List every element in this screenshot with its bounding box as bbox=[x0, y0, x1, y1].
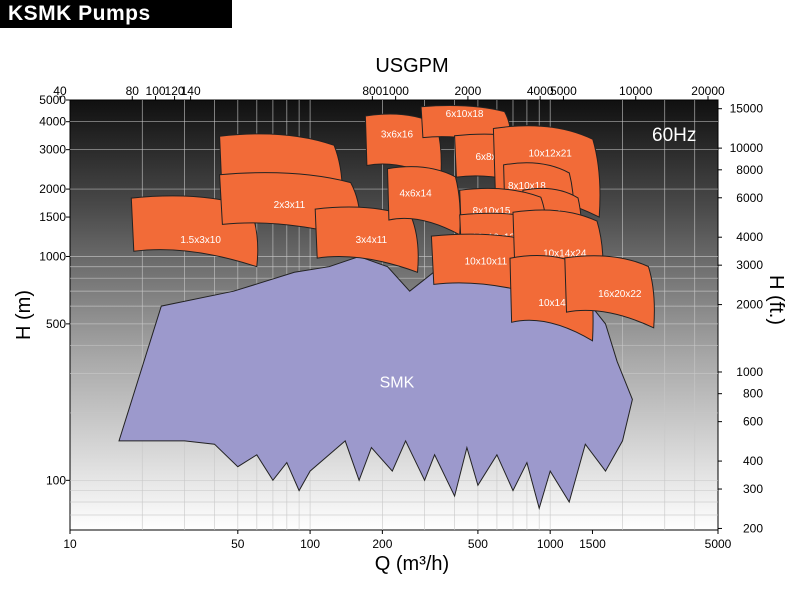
top-tick-label: 1000 bbox=[382, 84, 409, 98]
pump-curve-label-3x4x11: 3x4x11 bbox=[356, 235, 388, 246]
right-tick-label: 400 bbox=[743, 454, 763, 468]
pump-curve-label-16x20x22: 16x20x22 bbox=[598, 289, 642, 300]
pump-curve-label-3x6x16: 3x6x16 bbox=[381, 129, 414, 140]
y-axis-label-right: H (ft.) bbox=[765, 275, 787, 325]
pump-curve-label-10x14x24: 10x14x24 bbox=[543, 248, 587, 259]
right-tick-labels: 200 300 400 600 800 1000 2000 3000 4000 6000 8000 1… bbox=[718, 102, 764, 535]
pump-curve-label-6x10x18: 6x10x18 bbox=[446, 109, 484, 120]
envelope-area-smk bbox=[118, 255, 633, 511]
top-tick-label: 10000 bbox=[619, 84, 653, 98]
top-tick-label: 120 bbox=[165, 84, 185, 98]
right-tick-label: 800 bbox=[743, 387, 763, 401]
x-tick-label: 200 bbox=[372, 537, 392, 551]
pump-curves-layer: 1.5x3x102x4x132x3x113x4x113x6x164x6x146x… bbox=[130, 105, 655, 342]
right-tick-label: 3000 bbox=[736, 258, 763, 272]
top-tick-label: 40 bbox=[53, 84, 67, 98]
top-tick-label: 140 bbox=[181, 84, 201, 98]
pump-curve-label-8x10x15: 8x10x15 bbox=[473, 206, 511, 217]
top-axis-label: USGPM bbox=[375, 55, 448, 77]
right-tick-label: 1000 bbox=[736, 365, 763, 379]
top-tick-label: 100 bbox=[146, 84, 166, 98]
pump-curve-label-10x12x21: 10x12x21 bbox=[528, 148, 572, 159]
y-tick-label: 1000 bbox=[39, 249, 66, 263]
right-tick-label: 10000 bbox=[730, 141, 764, 155]
top-tick-label: 20000 bbox=[691, 84, 725, 98]
right-tick-label: 300 bbox=[743, 482, 763, 496]
top-tick-label: 2000 bbox=[455, 84, 482, 98]
y-tick-label: 3000 bbox=[39, 143, 66, 157]
right-tick-label: 600 bbox=[743, 415, 763, 429]
top-tick-label: 800 bbox=[362, 84, 382, 98]
x-tick-label: 10 bbox=[63, 537, 77, 551]
y-axis-label-left: H (m) bbox=[13, 290, 35, 340]
x-tick-label: 50 bbox=[231, 537, 245, 551]
app-title: KSMK Pumps bbox=[8, 2, 151, 25]
x-tick-label: 500 bbox=[468, 537, 488, 551]
y-tick-label: 100 bbox=[46, 473, 66, 487]
top-tick-label: 5000 bbox=[550, 84, 577, 98]
right-tick-label: 200 bbox=[743, 521, 763, 535]
y-tick-label: 500 bbox=[46, 317, 66, 331]
pump-curve-16x20x22 bbox=[564, 255, 655, 329]
pump-curve-label-4x6x14: 4x6x14 bbox=[399, 189, 432, 200]
x-tick-label: 5000 bbox=[705, 537, 732, 551]
pump-curve-3x4x11 bbox=[314, 206, 419, 273]
right-tick-label: 8000 bbox=[736, 163, 763, 177]
top-tick-label: 80 bbox=[126, 84, 140, 98]
x-tick-labels: 10 50 100 200 500 1000 1500 5000 bbox=[63, 530, 732, 551]
y-tick-label: 4000 bbox=[39, 115, 66, 129]
right-tick-label: 6000 bbox=[736, 191, 763, 205]
envelope-label-smk: SMK bbox=[380, 374, 415, 391]
title-bar: KSMK Pumps bbox=[0, 0, 232, 28]
pump-curve-label-6x8x21: 6x8x21 bbox=[475, 152, 508, 163]
envelope-layer: SMK bbox=[118, 255, 633, 511]
y-tick-label: 2000 bbox=[39, 182, 66, 196]
x-tick-label: 1500 bbox=[579, 537, 606, 551]
pump-curve-label-2x3x11: 2x3x11 bbox=[274, 200, 306, 211]
right-tick-label: 2000 bbox=[736, 298, 763, 312]
x-axis-label: Q (m³/h) bbox=[375, 553, 449, 575]
y-tick-label: 1500 bbox=[39, 210, 66, 224]
x-tick-label: 100 bbox=[300, 537, 320, 551]
pump-curve-label-8x10x18: 8x10x18 bbox=[508, 181, 546, 192]
frequency-label: 60Hz bbox=[652, 125, 696, 146]
pump-curve-label-1-5x3x10: 1.5x3x10 bbox=[180, 235, 221, 246]
right-tick-label: 4000 bbox=[736, 230, 763, 244]
pump-curve-label-10x10x11: 10x10x11 bbox=[465, 257, 508, 268]
x-tick-label: 1000 bbox=[537, 537, 564, 551]
top-tick-label: 4000 bbox=[527, 84, 554, 98]
right-tick-label: 15000 bbox=[730, 102, 764, 116]
pump-curve-label-10x14x20: 10x14x20 bbox=[538, 298, 582, 309]
